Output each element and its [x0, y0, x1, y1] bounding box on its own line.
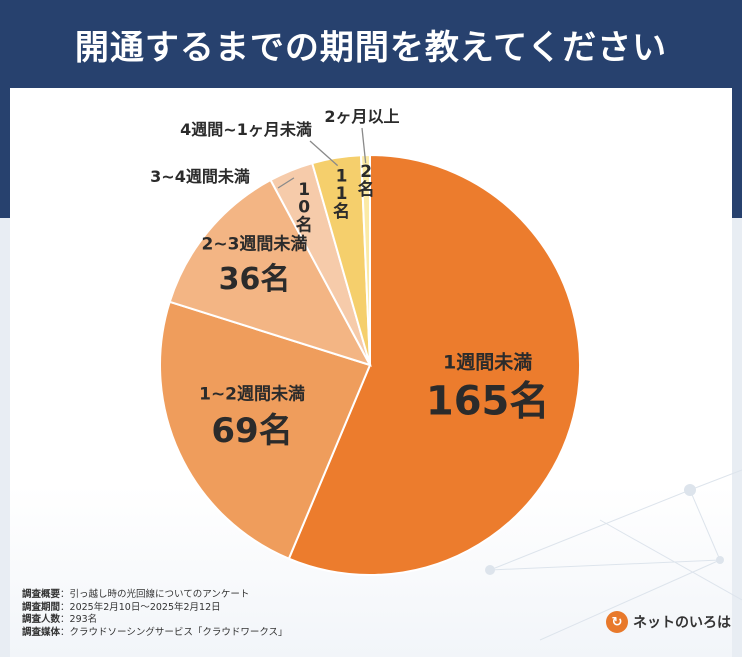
slice-label-2: 1~2週間未満 — [199, 384, 305, 405]
footnote-value: 2025年2月10日〜2025年2月12日 — [69, 601, 221, 613]
footnote-key: 調査概要 — [22, 589, 61, 600]
slice-label-4: 3~4週間未満 — [150, 167, 250, 186]
slice-label-1: 1週間未満 — [443, 351, 532, 374]
footnote-value: 引っ越し時の光回線についてのアンケート — [69, 589, 250, 600]
footnote-row: 調査媒体：クラウドソーシングサービス「クラウドワークス」 — [22, 626, 288, 638]
pie-slice-1 — [287, 153, 581, 576]
slice-label-6: 2ヶ月以上 — [324, 107, 399, 126]
leader-line-6 — [361, 127, 367, 164]
logo-text: ネットのいろは — [633, 615, 731, 631]
page-title: 開通するまでの期間を教えてください — [74, 28, 668, 68]
footnote-row: 調査期間：2025年2月10日〜2025年2月12日 — [22, 601, 221, 613]
footnote-key: 調査期間 — [22, 601, 61, 613]
logo-mark-icon: ↻ — [606, 611, 628, 633]
footnote-value: 293名 — [69, 614, 98, 625]
leader-line-5 — [309, 140, 339, 167]
slice-value-2: 69名 — [211, 411, 292, 451]
slice-label-3: 2~3週間未満 — [202, 233, 308, 254]
footnote-key: 調査人数 — [22, 614, 61, 625]
brand-logo: ↻ ネットのいろは — [606, 610, 731, 634]
slice-value-1: 165名 — [426, 379, 550, 425]
footnote-key: 調査媒体 — [22, 626, 61, 638]
pie-slice-2 — [159, 300, 372, 560]
footnote-row: 調査概要：引っ越し時の光回線についてのアンケート — [22, 589, 250, 600]
pie-slice-3 — [168, 178, 373, 367]
footnote-row: 調査人数：293名 — [22, 614, 98, 625]
leader-line-4 — [277, 177, 295, 189]
pie-slice-6 — [359, 153, 371, 366]
survey-footnote: 調査概要：引っ越し時の光回線についてのアンケート 調査期間：2025年2月10日… — [22, 589, 288, 639]
slice-label-5: 4週間~1ヶ月未満 — [180, 120, 312, 139]
header-band — [0, 0, 742, 88]
footnote-value: クラウドソーシングサービス「クラウドワークス」 — [69, 626, 288, 638]
slice-value-3: 36名 — [219, 262, 291, 297]
